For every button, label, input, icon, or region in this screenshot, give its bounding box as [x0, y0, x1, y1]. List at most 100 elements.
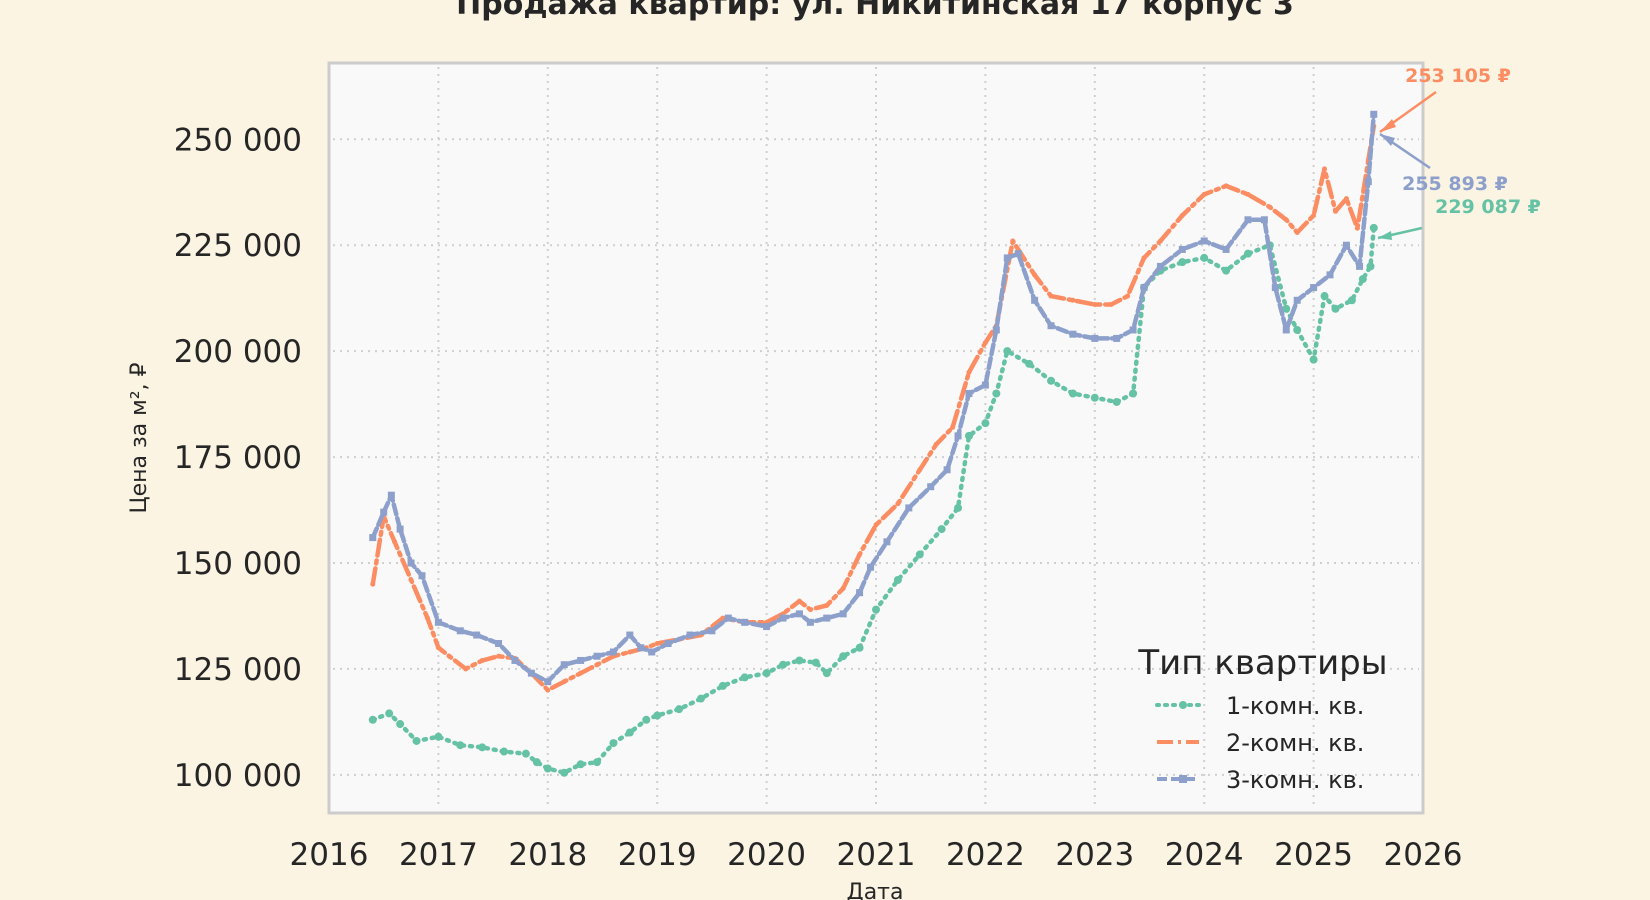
series-point-1	[478, 743, 487, 752]
series-point-3	[1156, 262, 1164, 270]
series-point-1	[954, 503, 963, 512]
y-tick-label: 200 000	[174, 334, 302, 370]
series-point-3	[380, 508, 388, 516]
series-point-3	[1222, 245, 1230, 253]
annotation-label-2: 253 105 ₽	[1405, 65, 1511, 87]
series-point-1	[872, 605, 880, 614]
series-point-1	[521, 749, 530, 758]
series-point-2	[1354, 225, 1360, 231]
series-point-2	[1141, 255, 1147, 261]
legend-marker-1	[1179, 701, 1187, 709]
series-point-2	[1108, 302, 1114, 308]
series-point-3	[1003, 254, 1011, 262]
series-point-3	[1113, 334, 1121, 342]
series-point-2	[1048, 293, 1054, 299]
series-point-3	[664, 640, 672, 648]
series-point-3	[823, 614, 831, 622]
series-point-1	[1320, 292, 1329, 301]
x-tick-label: 2024	[1165, 837, 1244, 873]
legend-title: Тип квартиры	[1137, 643, 1387, 683]
series-point-2	[933, 441, 939, 447]
series-point-2	[917, 467, 923, 473]
series-point-2	[1010, 238, 1016, 244]
series-point-2	[807, 607, 813, 613]
series-point-1	[1282, 304, 1291, 313]
series-point-1	[1331, 304, 1340, 313]
series-point-3	[473, 631, 481, 639]
series-point-3	[407, 559, 415, 567]
series-point-3	[593, 652, 601, 660]
series-point-1	[642, 715, 651, 724]
series-point-3	[1200, 237, 1208, 245]
series-point-2	[857, 552, 863, 558]
series-point-1	[696, 694, 705, 703]
series-point-3	[495, 640, 503, 648]
annotation-arrowhead-2	[1380, 119, 1396, 132]
tick-labels: 100 000 125 000 150 000 175 000 200 000 225 0…	[174, 122, 1463, 873]
series-point-3	[434, 618, 442, 626]
series-point-1	[1358, 275, 1367, 284]
series-point-3	[867, 563, 875, 571]
series-point-1	[500, 747, 509, 756]
series-point-3	[577, 656, 585, 664]
series-point-2	[370, 581, 376, 587]
series-point-3	[905, 504, 913, 512]
series-point-3	[992, 326, 1000, 334]
series-point-1	[992, 389, 1001, 398]
series-point-1	[740, 673, 749, 682]
series-point-1	[855, 643, 864, 652]
series-point-1	[609, 739, 618, 748]
series-point-3	[1129, 326, 1137, 334]
series-point-1	[1309, 355, 1318, 364]
annotation-arrowhead-1	[1378, 231, 1392, 240]
series-point-2	[392, 539, 398, 545]
series-point-1	[385, 709, 394, 718]
series-point-1	[1178, 258, 1187, 267]
series-point-1	[593, 758, 602, 767]
series-point-3	[418, 572, 426, 580]
annotation-arrowhead-3	[1380, 134, 1395, 146]
series-point-3	[1271, 284, 1279, 292]
series-point-2	[1179, 213, 1185, 219]
series-point-1	[1129, 389, 1138, 398]
series-point-2	[545, 687, 551, 693]
series-point-3	[1326, 271, 1334, 279]
series-point-1	[779, 660, 788, 669]
series-point-2	[578, 670, 584, 676]
series-point-2	[982, 340, 988, 346]
series-point-1	[762, 669, 771, 678]
series-point-3	[1014, 250, 1022, 258]
y-tick-label: 175 000	[174, 440, 302, 476]
grid	[333, 67, 1419, 809]
series-point-3	[856, 589, 864, 597]
series-point-2	[446, 653, 452, 659]
series-point-1	[576, 760, 585, 769]
series-point-2	[1223, 183, 1229, 189]
series-point-3	[369, 534, 377, 542]
series-point-1	[1025, 359, 1034, 368]
series-point-2	[479, 657, 485, 663]
series-point-3	[1069, 330, 1077, 338]
series-point-1	[811, 658, 820, 667]
y-tick-label: 250 000	[174, 122, 302, 158]
series-point-2	[1070, 297, 1076, 303]
series-point-3	[1244, 216, 1252, 224]
series-point-3	[527, 669, 535, 677]
x-tick-label: 2025	[1274, 837, 1353, 873]
series-point-2	[1311, 213, 1317, 219]
series-point-3	[637, 644, 645, 652]
legend-marker-3	[1179, 775, 1187, 783]
series-point-1	[560, 768, 569, 777]
series-point-1	[839, 652, 848, 661]
series-point-2	[1283, 217, 1289, 223]
series-point-2	[1267, 204, 1273, 210]
series-point-2	[463, 666, 469, 672]
series-point-3	[1091, 334, 1099, 342]
x-tick-label: 2017	[399, 837, 478, 873]
series-point-1	[1347, 296, 1356, 305]
series-point-3	[724, 614, 732, 622]
series-point-3	[1370, 110, 1378, 118]
series-point-1	[1200, 253, 1209, 262]
series-point-2	[895, 501, 901, 507]
series-point-1	[795, 656, 804, 665]
